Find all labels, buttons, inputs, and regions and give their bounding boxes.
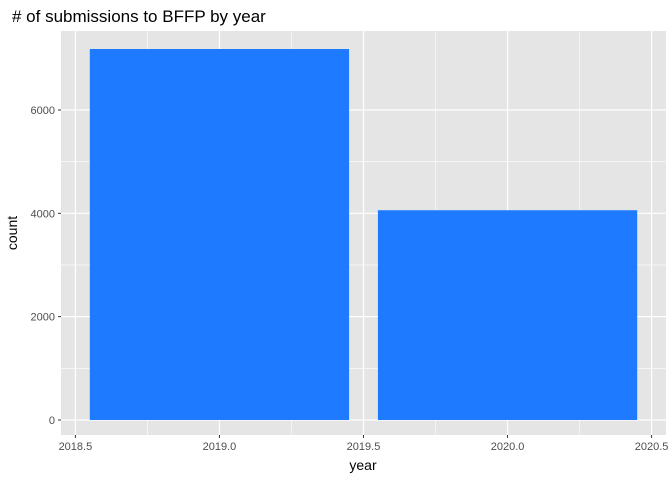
chart-title: # of submissions to BFFP by year <box>12 7 266 26</box>
y-tick-label: 4000 <box>31 208 55 220</box>
bar <box>89 49 350 420</box>
bar <box>377 210 638 420</box>
y-axis: 0 2000 4000 6000 <box>31 105 61 427</box>
x-tick-label: 2019.0 <box>203 441 237 453</box>
bars <box>89 49 638 420</box>
x-axis-title: year <box>349 457 377 473</box>
x-tick-label: 2019.5 <box>347 441 381 453</box>
x-axis: 2018.5 2019.0 2019.5 2020.0 2020.5 <box>59 435 669 453</box>
y-tick-label: 0 <box>49 415 55 427</box>
x-tick-label: 2020.5 <box>635 441 669 453</box>
x-tick-label: 2020.0 <box>491 441 525 453</box>
y-axis-title: count <box>4 216 20 250</box>
y-tick-label: 2000 <box>31 312 55 324</box>
y-tick-label: 6000 <box>31 105 55 117</box>
x-tick-label: 2018.5 <box>59 441 93 453</box>
